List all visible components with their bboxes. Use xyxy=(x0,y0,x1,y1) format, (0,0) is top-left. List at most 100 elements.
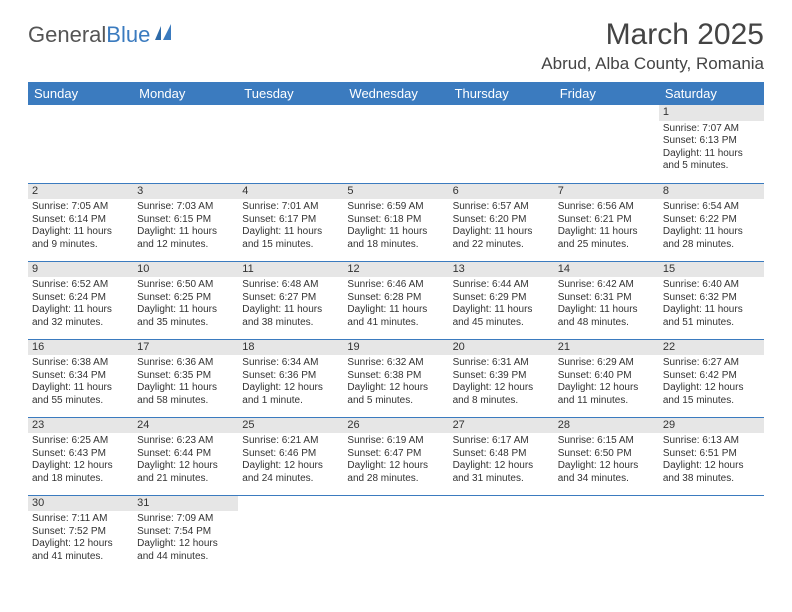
day-details: Sunrise: 6:17 AMSunset: 6:48 PMDaylight:… xyxy=(449,433,554,489)
calendar-cell: 14Sunrise: 6:42 AMSunset: 6:31 PMDayligh… xyxy=(554,261,659,339)
calendar-cell: 28Sunrise: 6:15 AMSunset: 6:50 PMDayligh… xyxy=(554,417,659,495)
day-number: 27 xyxy=(449,418,554,434)
day-number: 24 xyxy=(133,418,238,434)
day-details: Sunrise: 6:52 AMSunset: 6:24 PMDaylight:… xyxy=(28,277,133,333)
day-number: 19 xyxy=(343,340,448,356)
daylight-text: Daylight: 11 hours and 9 minutes. xyxy=(32,226,129,251)
sunset-text: Sunset: 6:36 PM xyxy=(242,370,339,383)
day-details: Sunrise: 6:19 AMSunset: 6:47 PMDaylight:… xyxy=(343,433,448,489)
day-number: 3 xyxy=(133,184,238,200)
calendar-cell xyxy=(238,105,343,183)
calendar-cell: 31Sunrise: 7:09 AMSunset: 7:54 PMDayligh… xyxy=(133,495,238,573)
sunrise-text: Sunrise: 6:56 AM xyxy=(558,201,655,214)
calendar-cell: 3Sunrise: 7:03 AMSunset: 6:15 PMDaylight… xyxy=(133,183,238,261)
daylight-text: Daylight: 11 hours and 5 minutes. xyxy=(663,148,760,173)
daylight-text: Daylight: 12 hours and 28 minutes. xyxy=(347,460,444,485)
calendar-cell: 12Sunrise: 6:46 AMSunset: 6:28 PMDayligh… xyxy=(343,261,448,339)
day-number: 31 xyxy=(133,496,238,512)
calendar-row: 9Sunrise: 6:52 AMSunset: 6:24 PMDaylight… xyxy=(28,261,764,339)
day-number: 9 xyxy=(28,262,133,278)
daylight-text: Daylight: 11 hours and 18 minutes. xyxy=(347,226,444,251)
daylight-text: Daylight: 12 hours and 44 minutes. xyxy=(137,538,234,563)
daylight-text: Daylight: 11 hours and 38 minutes. xyxy=(242,304,339,329)
calendar-cell: 8Sunrise: 6:54 AMSunset: 6:22 PMDaylight… xyxy=(659,183,764,261)
sunrise-text: Sunrise: 6:21 AM xyxy=(242,435,339,448)
calendar-cell: 7Sunrise: 6:56 AMSunset: 6:21 PMDaylight… xyxy=(554,183,659,261)
daylight-text: Daylight: 11 hours and 45 minutes. xyxy=(453,304,550,329)
daylight-text: Daylight: 12 hours and 18 minutes. xyxy=(32,460,129,485)
calendar-cell: 20Sunrise: 6:31 AMSunset: 6:39 PMDayligh… xyxy=(449,339,554,417)
day-header: Thursday xyxy=(449,82,554,105)
daylight-text: Daylight: 12 hours and 8 minutes. xyxy=(453,382,550,407)
day-number: 5 xyxy=(343,184,448,200)
calendar-cell: 27Sunrise: 6:17 AMSunset: 6:48 PMDayligh… xyxy=(449,417,554,495)
sunrise-text: Sunrise: 6:44 AM xyxy=(453,279,550,292)
calendar-row: 30Sunrise: 7:11 AMSunset: 7:52 PMDayligh… xyxy=(28,495,764,573)
calendar-cell: 11Sunrise: 6:48 AMSunset: 6:27 PMDayligh… xyxy=(238,261,343,339)
calendar-cell: 30Sunrise: 7:11 AMSunset: 7:52 PMDayligh… xyxy=(28,495,133,573)
daylight-text: Daylight: 11 hours and 48 minutes. xyxy=(558,304,655,329)
day-details: Sunrise: 6:38 AMSunset: 6:34 PMDaylight:… xyxy=(28,355,133,411)
daylight-text: Daylight: 11 hours and 32 minutes. xyxy=(32,304,129,329)
calendar-cell xyxy=(659,495,764,573)
calendar-cell: 6Sunrise: 6:57 AMSunset: 6:20 PMDaylight… xyxy=(449,183,554,261)
calendar-cell xyxy=(554,105,659,183)
calendar-cell xyxy=(133,105,238,183)
day-header: Saturday xyxy=(659,82,764,105)
daylight-text: Daylight: 12 hours and 34 minutes. xyxy=(558,460,655,485)
sunset-text: Sunset: 6:31 PM xyxy=(558,292,655,305)
daylight-text: Daylight: 11 hours and 12 minutes. xyxy=(137,226,234,251)
logo-text-general: General xyxy=(28,22,106,48)
sunset-text: Sunset: 7:54 PM xyxy=(137,526,234,539)
sunrise-text: Sunrise: 7:03 AM xyxy=(137,201,234,214)
day-header: Wednesday xyxy=(343,82,448,105)
day-number: 28 xyxy=(554,418,659,434)
day-details: Sunrise: 6:21 AMSunset: 6:46 PMDaylight:… xyxy=(238,433,343,489)
day-details: Sunrise: 6:57 AMSunset: 6:20 PMDaylight:… xyxy=(449,199,554,255)
daylight-text: Daylight: 12 hours and 5 minutes. xyxy=(347,382,444,407)
sunrise-text: Sunrise: 6:52 AM xyxy=(32,279,129,292)
sunrise-text: Sunrise: 6:25 AM xyxy=(32,435,129,448)
day-details: Sunrise: 6:23 AMSunset: 6:44 PMDaylight:… xyxy=(133,433,238,489)
day-details: Sunrise: 7:05 AMSunset: 6:14 PMDaylight:… xyxy=(28,199,133,255)
calendar-cell: 29Sunrise: 6:13 AMSunset: 6:51 PMDayligh… xyxy=(659,417,764,495)
day-details: Sunrise: 7:01 AMSunset: 6:17 PMDaylight:… xyxy=(238,199,343,255)
sunrise-text: Sunrise: 7:07 AM xyxy=(663,123,760,136)
day-details: Sunrise: 7:09 AMSunset: 7:54 PMDaylight:… xyxy=(133,511,238,567)
day-number: 22 xyxy=(659,340,764,356)
calendar-cell: 25Sunrise: 6:21 AMSunset: 6:46 PMDayligh… xyxy=(238,417,343,495)
day-number: 18 xyxy=(238,340,343,356)
sunrise-text: Sunrise: 7:01 AM xyxy=(242,201,339,214)
sunset-text: Sunset: 6:20 PM xyxy=(453,214,550,227)
sunrise-text: Sunrise: 6:19 AM xyxy=(347,435,444,448)
sunrise-text: Sunrise: 6:36 AM xyxy=(137,357,234,370)
calendar-cell xyxy=(449,105,554,183)
daylight-text: Daylight: 12 hours and 11 minutes. xyxy=(558,382,655,407)
month-year-title: March 2025 xyxy=(541,18,764,52)
day-details: Sunrise: 7:03 AMSunset: 6:15 PMDaylight:… xyxy=(133,199,238,255)
day-details: Sunrise: 6:59 AMSunset: 6:18 PMDaylight:… xyxy=(343,199,448,255)
sunset-text: Sunset: 6:28 PM xyxy=(347,292,444,305)
sunset-text: Sunset: 6:47 PM xyxy=(347,448,444,461)
title-block: March 2025 Abrud, Alba County, Romania xyxy=(541,18,764,74)
sunrise-text: Sunrise: 6:48 AM xyxy=(242,279,339,292)
sunset-text: Sunset: 6:34 PM xyxy=(32,370,129,383)
day-details: Sunrise: 6:32 AMSunset: 6:38 PMDaylight:… xyxy=(343,355,448,411)
day-details: Sunrise: 6:44 AMSunset: 6:29 PMDaylight:… xyxy=(449,277,554,333)
calendar-cell: 17Sunrise: 6:36 AMSunset: 6:35 PMDayligh… xyxy=(133,339,238,417)
logo-sail-icon xyxy=(154,22,176,48)
day-details: Sunrise: 6:54 AMSunset: 6:22 PMDaylight:… xyxy=(659,199,764,255)
day-number: 15 xyxy=(659,262,764,278)
daylight-text: Daylight: 11 hours and 25 minutes. xyxy=(558,226,655,251)
calendar-cell xyxy=(28,105,133,183)
day-details: Sunrise: 7:07 AMSunset: 6:13 PMDaylight:… xyxy=(659,121,764,177)
daylight-text: Daylight: 12 hours and 24 minutes. xyxy=(242,460,339,485)
sunset-text: Sunset: 6:14 PM xyxy=(32,214,129,227)
sunset-text: Sunset: 6:50 PM xyxy=(558,448,655,461)
calendar-cell xyxy=(554,495,659,573)
sunrise-text: Sunrise: 6:13 AM xyxy=(663,435,760,448)
calendar-cell: 18Sunrise: 6:34 AMSunset: 6:36 PMDayligh… xyxy=(238,339,343,417)
sunrise-text: Sunrise: 6:38 AM xyxy=(32,357,129,370)
day-details: Sunrise: 6:27 AMSunset: 6:42 PMDaylight:… xyxy=(659,355,764,411)
daylight-text: Daylight: 11 hours and 55 minutes. xyxy=(32,382,129,407)
